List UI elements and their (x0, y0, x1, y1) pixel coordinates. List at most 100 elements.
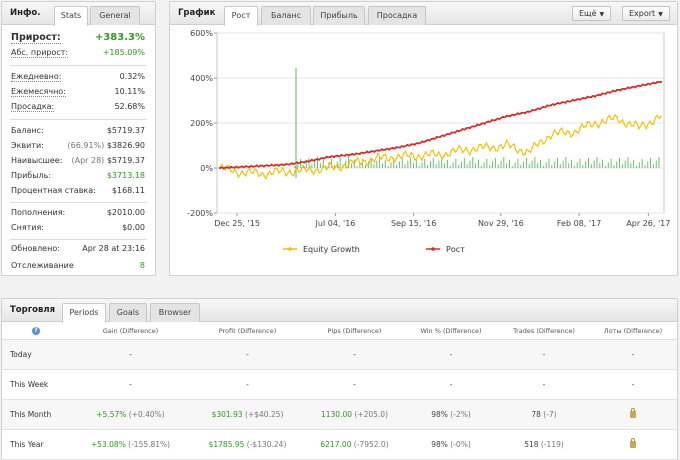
data-point (571, 98, 574, 101)
data-point (560, 101, 563, 104)
drawdown-value: 52.68% (114, 102, 145, 111)
data-point (432, 137, 435, 140)
tab-balance[interactable]: Баланс (261, 6, 311, 25)
data-point (251, 165, 255, 168)
data-point (380, 148, 383, 151)
data-point (388, 159, 390, 162)
legend-growth-label[interactable]: Рост (446, 245, 465, 254)
data-point (619, 89, 622, 92)
lock-icon[interactable] (630, 437, 636, 448)
data-point (564, 133, 567, 136)
tracking-value[interactable]: 8 (139, 261, 145, 270)
growth-label[interactable]: Прирост: (11, 32, 61, 44)
growth-chart[interactable]: 600% 400% 200% 0% -200% Dec 25, '15 Jul 04, '… (170, 25, 677, 275)
data-point (645, 127, 648, 130)
trades-cell: - (499, 339, 589, 370)
data-point (310, 170, 313, 173)
tab-general[interactable]: General (90, 6, 140, 25)
data-point (626, 86, 630, 89)
data-point (490, 119, 494, 122)
profit-cell-value: $1785.95 (208, 439, 245, 449)
pips-cell-diff: (-7952.0) (353, 439, 389, 449)
col-gain[interactable]: Gain (Difference) (72, 323, 189, 340)
abs-growth-value: +185.09% (102, 48, 145, 57)
data-point (277, 164, 280, 167)
abs-growth-label[interactable]: Абс. прирост: (11, 48, 69, 58)
divider (10, 65, 147, 66)
gain-cell-value: +5.57% (96, 409, 127, 419)
divider (10, 239, 147, 240)
data-point (384, 153, 387, 156)
data-point (443, 134, 446, 138)
tab-growth[interactable]: Рост (224, 6, 258, 26)
data-point (553, 129, 556, 132)
tab-stats[interactable]: Stats (54, 6, 88, 26)
more-button[interactable]: Ещё ▼ (572, 6, 612, 21)
data-point (524, 153, 526, 156)
export-button[interactable]: Export ▼ (622, 6, 670, 21)
col-pips[interactable]: Pips (Difference) (306, 323, 403, 340)
tab-profit[interactable]: Прибыль (313, 6, 365, 25)
data-point (637, 84, 641, 87)
legend-equity-label[interactable]: Equity Growth (303, 245, 360, 254)
drawdown-label[interactable]: Просадка: (11, 102, 55, 112)
pips-cell: - (306, 369, 403, 400)
data-point (318, 158, 321, 161)
daily-label[interactable]: Ежедневно: (11, 72, 62, 82)
data-point (465, 127, 468, 130)
col-win[interactable]: Win % (Difference) (403, 323, 499, 340)
col-trades[interactable]: Trades (Difference) (499, 323, 589, 340)
data-point (391, 157, 394, 159)
withdrawals-row: Снятия: $0.00 (11, 223, 145, 236)
pips-cell: - (306, 339, 403, 370)
data-point (568, 100, 571, 103)
data-point (241, 170, 243, 172)
data-point (608, 114, 611, 117)
data-point (226, 164, 229, 167)
deposits-label: Пополнения: (11, 208, 66, 217)
data-point (612, 118, 615, 120)
pips-cell-value: - (353, 349, 356, 359)
monthly-row: Ежемесячно: 10.11% (11, 87, 145, 100)
data-point (627, 122, 629, 124)
data-point (461, 128, 464, 131)
question-icon[interactable]: ? (32, 327, 40, 336)
data-point (384, 148, 387, 151)
profit-cell-value: - (246, 379, 249, 389)
data-point (641, 121, 644, 124)
data-point (332, 155, 336, 159)
y-axis-labels: 600% 400% 200% 0% -200% (187, 29, 213, 218)
profit-cell-diff: (+$40.25) (245, 409, 284, 419)
col-profit[interactable]: Profit (Difference) (189, 323, 306, 340)
trades-cell: 518 (-119) (499, 429, 589, 460)
tab-drawdown[interactable]: Просадка (368, 6, 426, 25)
data-point (248, 165, 251, 169)
data-point (358, 152, 361, 156)
data-point (619, 120, 622, 123)
data-point (424, 151, 427, 153)
col-lots[interactable]: Лоты (Difference) (589, 323, 677, 340)
trading-panel: Торговля Periods Goals Browser ? Gain (D… (1, 298, 678, 460)
data-point (586, 95, 589, 98)
data-point (652, 122, 655, 125)
daily-row: Ежедневно: 0.32% (11, 72, 145, 85)
tab-goals[interactable]: Goals (109, 303, 147, 322)
monthly-label[interactable]: Ежемесячно: (11, 87, 66, 97)
equity-value: (66.91%) $3826.90 (68, 141, 145, 150)
tab-browser[interactable]: Browser (150, 303, 200, 322)
tab-periods[interactable]: Periods (62, 303, 106, 323)
data-point (634, 120, 637, 123)
lock-icon[interactable] (630, 407, 636, 418)
data-point (586, 121, 589, 123)
data-point (483, 145, 486, 148)
lots-cell: - (589, 339, 677, 370)
data-point (476, 123, 479, 126)
data-point (229, 165, 233, 168)
drawdown-row: Просадка: 52.68% (11, 102, 145, 115)
data-point (340, 153, 343, 157)
data-point (344, 163, 346, 166)
table-row: This Month +5.57% (+0.40%) $301.93 (+$40.2… (2, 399, 677, 430)
lots-cell: - (589, 369, 677, 400)
data-point (498, 117, 501, 121)
win-cell-value: 98% (431, 439, 448, 449)
